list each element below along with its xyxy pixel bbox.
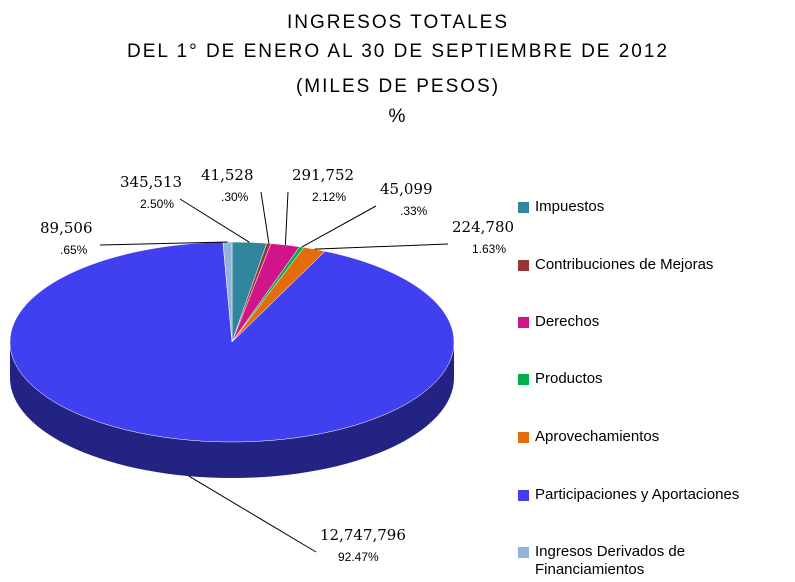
legend-swatch (518, 317, 529, 328)
data-label: 291,752 (292, 166, 354, 184)
chart-subtitle: DEL 1° DE ENERO AL 30 DE SEPTIEMBRE DE 2… (127, 41, 669, 62)
data-label: 45,099 (380, 180, 433, 198)
legend-item: Derechos (518, 313, 793, 331)
chart-subtitle: (MILES DE PESOS) (296, 76, 500, 97)
legend-item: Contribuciones de Mejoras (518, 256, 793, 274)
legend-swatch (518, 547, 529, 558)
leader-line (301, 205, 377, 248)
percent-label: 2.12% (312, 190, 346, 204)
percent-label: .33% (400, 204, 428, 218)
legend-swatch (518, 432, 529, 443)
legend-label: Ingresos Derivados de Financiamientos (535, 543, 686, 578)
legend-label: Aprovechamientos (535, 428, 660, 445)
data-label: 224,780 (452, 218, 514, 236)
data-label: 41,528 (201, 166, 254, 184)
percent-label: 2.50% (140, 197, 174, 211)
legend-item: Impuestos (518, 198, 793, 216)
legend-item: Ingresos Derivados de Financiamientos (518, 543, 793, 579)
legend-item: Participaciones y Aportaciones (518, 486, 793, 504)
legend-item: Aprovechamientos (518, 428, 793, 446)
leader-line (314, 243, 449, 250)
legend-label: Impuestos (535, 198, 605, 215)
legend-label: Productos (535, 370, 603, 387)
legend-label: Participaciones y Aportaciones (535, 486, 740, 503)
leader-line (99, 241, 228, 246)
legend-swatch (518, 260, 529, 271)
leader-line (179, 198, 250, 243)
legend-item: Productos (518, 370, 793, 388)
chart-subtitle: % (389, 106, 408, 127)
leader-line (284, 191, 289, 245)
legend-swatch (518, 374, 529, 385)
data-label: 12,747,796 (320, 526, 406, 544)
legend-label: Derechos (535, 313, 600, 330)
data-label: 345,513 (120, 173, 182, 191)
percent-label: 92.47% (338, 550, 379, 564)
legend-swatch (518, 490, 529, 501)
data-label: 89,506 (40, 219, 93, 237)
leader-line (188, 475, 317, 553)
legend-label: Contribuciones de Mejoras (535, 256, 714, 273)
leader-line (260, 191, 270, 244)
percent-label: 1.63% (472, 242, 506, 256)
pie-side (10, 342, 454, 478)
chart-title: INGRESOS TOTALES (287, 12, 509, 33)
legend-swatch (518, 202, 529, 213)
pie-slice (9, 241, 455, 443)
percent-label: .30% (221, 190, 249, 204)
percent-label: .65% (60, 243, 88, 257)
